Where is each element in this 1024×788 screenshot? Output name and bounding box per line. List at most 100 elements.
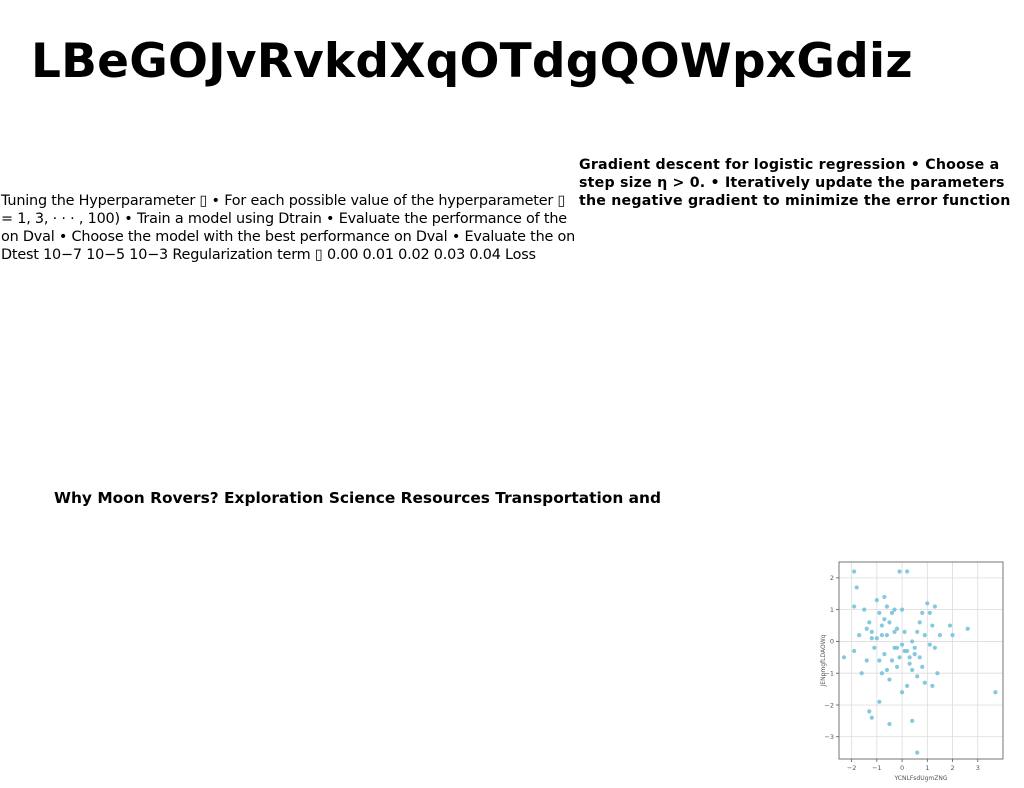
y-axis-label: JENpmgfLDAOWq [820,634,827,687]
scatter-point [882,652,887,657]
scatter-point [857,632,862,638]
scatter-point [852,648,857,654]
x-tick-label: 0 [900,764,904,772]
scatter-point [882,617,887,622]
scatter-point [915,750,920,755]
x-tick-label: 2 [950,764,954,772]
y-tick-label: −3 [824,733,834,741]
scatter-point [877,658,882,663]
scatter-point [879,671,884,676]
scatter-point [899,690,905,695]
scatter-chart: −2 −1 0 1 2 3 2 1 0 −1 −2 −3 YCNLFsdUgmZNG JENpmgfLDA… [818,558,1008,784]
plot-frame [838,561,1004,760]
scatter-point [937,632,943,638]
scatter-point [917,620,922,625]
scatter-point [841,655,847,660]
scatter-point [854,585,859,590]
scatter-point [899,642,905,647]
scatter-point [884,632,890,638]
plot-background [839,562,1003,759]
scatter-point [872,645,877,650]
scatter-point [920,664,925,669]
scatter-point [907,655,912,660]
scatter-point [879,632,884,638]
scatter-point [915,629,920,635]
scatter-point [864,658,869,663]
scatter-point [889,610,895,615]
scatter-point [902,629,907,635]
scatter-point [869,715,874,720]
scatter-point [852,604,857,609]
scatter-point [877,699,882,704]
scatter-point [894,626,900,631]
scatter-point [910,718,915,723]
scatter-point [935,671,940,676]
scatter-point [897,569,902,574]
scatter-point [910,639,915,644]
scatter-point [862,607,867,612]
scatter-point [912,652,917,657]
scatter-point [915,674,920,679]
x-tick-label: −1 [872,764,882,772]
scatter-point [892,607,897,612]
scatter-point [950,632,955,638]
x-tick-label: 1 [925,764,929,772]
scatter-point [927,610,932,615]
scatter-point [869,629,874,635]
scatter-point [993,690,998,695]
y-tick-label: −2 [824,701,834,709]
scatter-point [869,636,874,641]
y-tick-label: 1 [830,606,834,614]
scatter-point [887,677,892,682]
scatter-point [922,680,927,685]
x-axis-label: YCNLFsdUgmZNG [893,775,947,782]
scatter-point [894,645,900,650]
scatter-point [884,604,890,609]
scatter-point [917,655,922,660]
scatter-point [927,642,932,647]
scatter-point [859,671,864,676]
scatter-point [899,607,905,612]
scatter-point [902,648,907,654]
page-title: LBeGOJvRvkdXqOTdgQOWpxGdiz [31,34,913,89]
scatter-point [910,667,915,673]
scatter-point [905,569,910,574]
y-tick-label: 0 [830,638,834,646]
hyperparameter-text: Tuning the Hyperparameter ▯ • For each p… [1,193,576,263]
x-tick-label: 3 [976,764,980,772]
scatter-point [889,658,895,663]
scatter-point [879,623,884,628]
scatter-point [884,667,890,673]
scatter-point [877,610,882,615]
scatter-point [922,632,927,638]
scatter-point [887,620,892,625]
scatter-point [867,620,872,625]
scatter-point [925,601,930,606]
scatter-point [864,626,869,631]
scatter-point [920,610,925,615]
scatter-point [897,655,902,660]
scatter-point [894,664,900,669]
scatter-point [852,569,857,574]
scatter-point [867,709,872,714]
scatter-point [912,645,917,650]
y-tick-label: 2 [830,574,834,582]
scatter-point [947,623,953,628]
scatter-point [930,623,935,628]
scatter-point [965,626,970,631]
x-tick-label: −2 [847,764,857,772]
scatter-plot-svg: −2 −1 0 1 2 3 2 1 0 −1 −2 −3 YCNLFsdUgmZNG JENpmgfLDA… [820,561,1004,782]
scatter-point [905,683,910,689]
scatter-point [887,721,892,727]
scatter-point [874,598,879,603]
scatter-point [930,683,935,689]
gradient-descent-text: Gradient descent for logistic regression… [579,157,1011,209]
scatter-point [882,594,887,600]
scatter-point [932,604,937,609]
moon-rovers-heading: Why Moon Rovers? Exploration Science Res… [54,489,661,507]
scatter-point [892,629,897,635]
scatter-point [932,645,937,650]
scatter-point [874,636,879,641]
scatter-point [907,661,912,666]
y-tick-label: −1 [824,670,834,678]
